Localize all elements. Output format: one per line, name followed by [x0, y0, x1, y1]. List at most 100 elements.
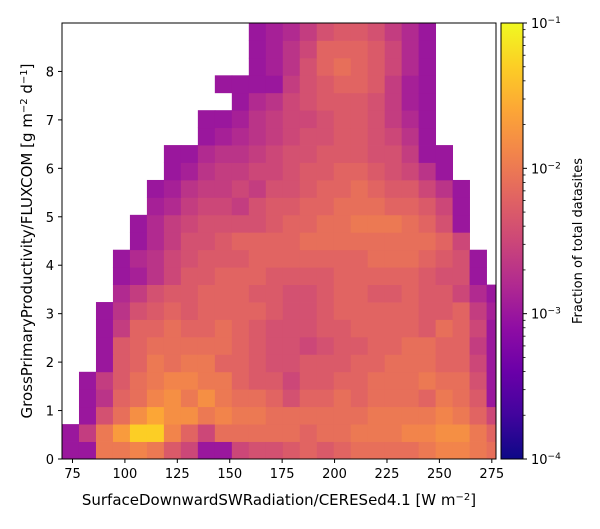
heatmap-cell [248, 40, 267, 59]
heatmap-cell [299, 319, 318, 338]
heatmap-cell [401, 424, 420, 442]
x-tick-label: 75 [64, 467, 81, 482]
heatmap-cell [299, 162, 318, 181]
heatmap-cell [282, 302, 301, 320]
heatmap-cell [180, 406, 199, 425]
heatmap-cell [452, 267, 470, 285]
heatmap-cell [367, 284, 386, 303]
heatmap-cell [248, 92, 267, 111]
heatmap-cell [418, 389, 437, 408]
heatmap-cell [197, 389, 216, 408]
heatmap-cell [316, 145, 335, 163]
heatmap-cell [418, 354, 437, 373]
heatmap-cell [265, 145, 284, 163]
heatmap-cell [435, 424, 453, 442]
heatmap-cell [146, 371, 165, 390]
heatmap-cell [180, 424, 199, 442]
heatmap-cell [197, 249, 216, 268]
heatmap-cell [384, 92, 403, 111]
heatmap-cell [95, 371, 114, 390]
heatmap-cell [163, 267, 182, 285]
heatmap-cell [401, 162, 420, 181]
x-tick-label: 275 [479, 467, 504, 482]
heatmap-cell [112, 354, 131, 373]
heatmap-cell [248, 302, 267, 320]
heatmap-cell [486, 302, 497, 320]
heatmap-cell [350, 145, 369, 163]
heatmap-cell [350, 249, 369, 268]
heatmap-cell [95, 389, 114, 408]
heatmap-cell [469, 267, 487, 285]
heatmap-cell [282, 179, 301, 198]
heatmap-cell [146, 354, 165, 373]
heatmap-cell [367, 232, 386, 251]
heatmap-cell [452, 424, 470, 442]
heatmap-cell [214, 197, 233, 216]
heatmap-cell [384, 57, 403, 76]
y-tick-label: 6 [46, 162, 54, 177]
heatmap-cell [350, 92, 369, 111]
heatmap-cell [469, 406, 487, 425]
heatmap-cell [418, 371, 437, 390]
heatmap-cell [367, 197, 386, 216]
heatmap-cell [248, 127, 267, 146]
heatmap-cell [401, 267, 420, 285]
heatmap-cell [401, 354, 420, 373]
heatmap-cell [248, 336, 267, 355]
heatmap-cell [401, 145, 420, 163]
heatmap-cell [350, 424, 369, 442]
heatmap-cell [248, 145, 267, 163]
heatmap-cell [282, 214, 301, 233]
heatmap-cell [265, 75, 284, 94]
heatmap-cell [282, 336, 301, 355]
heatmap-cell [282, 197, 301, 216]
heatmap-cell [129, 441, 148, 460]
heatmap-cell [350, 127, 369, 146]
heatmap-cell [384, 424, 403, 442]
heatmap-cell [299, 302, 318, 320]
heatmap-cell [452, 214, 470, 233]
heatmap-cell [163, 371, 182, 390]
heatmap-cell [265, 110, 284, 129]
heatmap-cell [418, 197, 437, 216]
heatmap-cell [401, 336, 420, 355]
heatmap-cell [316, 232, 335, 251]
heatmap-cell [180, 336, 199, 355]
heatmap-cell [163, 249, 182, 268]
heatmap-cell [418, 232, 437, 251]
heatmap-cell [231, 179, 250, 198]
heatmap-cell [265, 302, 284, 320]
heatmap-cell [248, 197, 267, 216]
heatmap-cell [282, 162, 301, 181]
heatmap-cell [129, 319, 148, 338]
heatmap-cell [316, 75, 335, 94]
heatmap-cell [214, 127, 233, 146]
heatmap-cell [231, 319, 250, 338]
heatmap-cell [265, 267, 284, 285]
heatmap-cell [282, 441, 301, 460]
heatmap-cell [401, 110, 420, 129]
heatmap-cell [146, 284, 165, 303]
heatmap-cell [316, 40, 335, 59]
heatmap-cell [214, 424, 233, 442]
heatmap-cell [112, 319, 131, 338]
heatmap-cell [401, 40, 420, 59]
heatmap-cell [146, 302, 165, 320]
heatmap-cell [146, 214, 165, 233]
heatmap-cell [146, 319, 165, 338]
heatmap-cell [197, 127, 216, 146]
x-tick-label: 100 [112, 467, 137, 482]
heatmap-cell [299, 284, 318, 303]
heatmap-cell [231, 354, 250, 373]
heatmap-cell [367, 75, 386, 94]
heatmap-cell [231, 424, 250, 442]
heatmap-cell [112, 267, 131, 285]
heatmap-cell [146, 197, 165, 216]
heatmap-cell [112, 302, 131, 320]
heatmap-cell [452, 249, 470, 268]
heatmap-cell [248, 75, 267, 94]
heatmap-cell [384, 267, 403, 285]
heatmap-cell [231, 232, 250, 251]
heatmap-cell [197, 179, 216, 198]
